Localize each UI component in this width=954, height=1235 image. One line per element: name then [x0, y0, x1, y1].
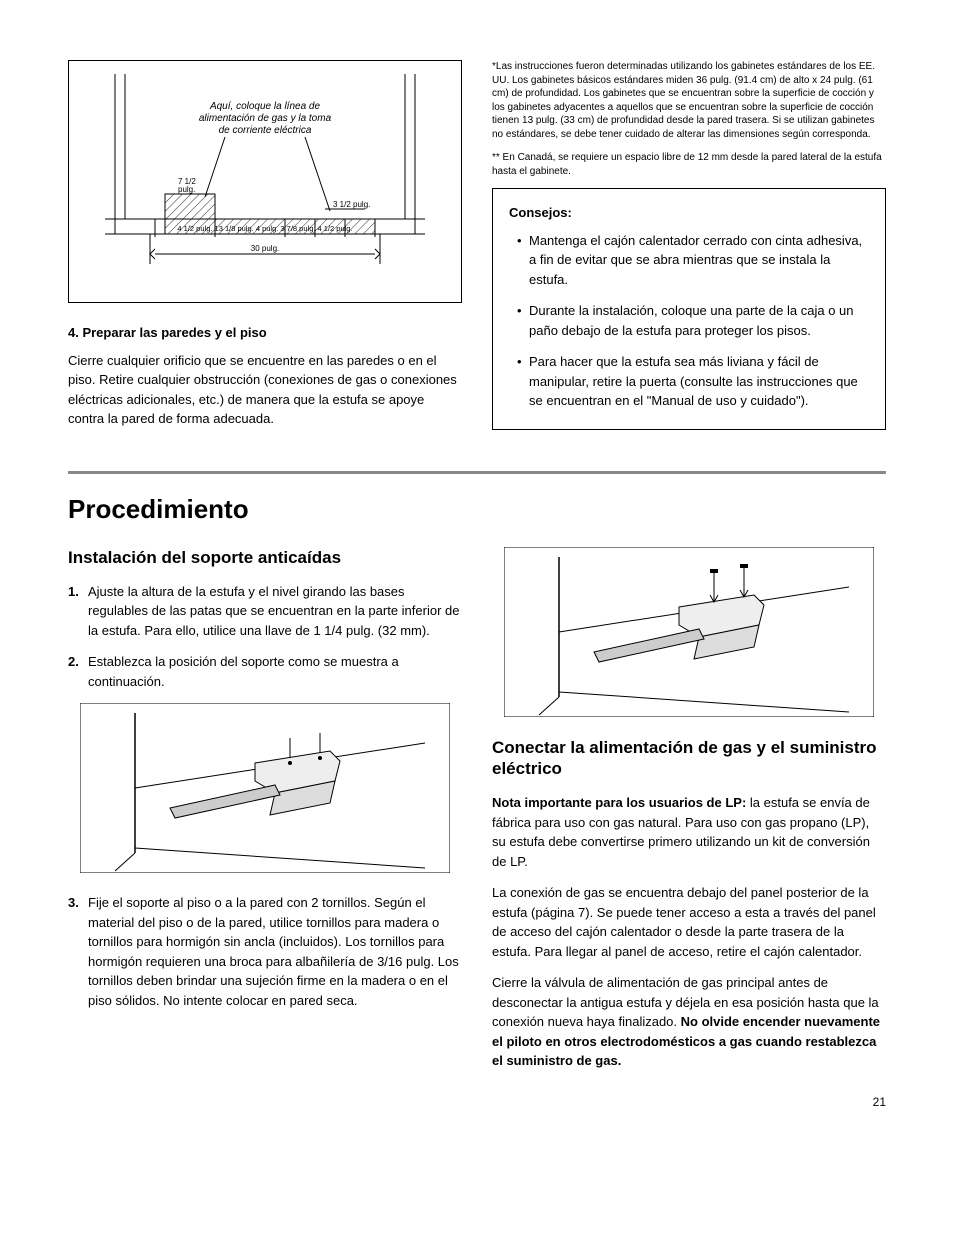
h2-anti-tip: Instalación del soporte anticaídas	[68, 547, 462, 568]
svg-text:3 1/2 pulg.: 3 1/2 pulg.	[333, 200, 370, 209]
step4-body: Cierre cualquier orificio que se encuent…	[68, 351, 462, 429]
page-number: 21	[68, 1093, 886, 1111]
step4-title: 4. Preparar las paredes y el piso	[68, 323, 462, 343]
diagram-caption-2: alimentación de gas y la toma	[199, 113, 332, 124]
lower-section: Instalación del soporte anticaídas 1. Aj…	[68, 547, 886, 1083]
step-num: 2.	[68, 652, 88, 691]
steps-list-cont: 3. Fije el soporte al piso o a la pared …	[68, 893, 462, 1010]
step-text: Ajuste la altura de la estufa y el nivel…	[88, 582, 462, 641]
diagram-caption-1: Aquí, coloque la línea de	[209, 101, 321, 112]
bracket-diagram-left	[68, 703, 462, 873]
bracket-svg-1	[80, 703, 450, 873]
tip-item: Mantenga el cajón calentador cerrado con…	[517, 231, 869, 290]
svg-text:pulg.: pulg.	[178, 185, 195, 194]
diagram-gas-electric: Aquí, coloque la línea de alimentación d…	[68, 60, 462, 303]
tip-item: Para hacer que la estufa sea más liviana…	[517, 352, 869, 411]
step-num: 3.	[68, 893, 88, 1010]
lower-right-col: Conectar la alimentación de gas y el sum…	[492, 547, 886, 1083]
tip-item: Durante la instalación, coloque una part…	[517, 301, 869, 340]
h2-gas-electric: Conectar la alimentación de gas y el sum…	[492, 737, 886, 780]
svg-text:4 1/2 pulg. 13 1/8 pulg. 4 p: 4 1/2 pulg. 13 1/8 pulg. 4 pulg. 3 7/8 p…	[177, 224, 352, 233]
tips-list: Mantenga el cajón calentador cerrado con…	[509, 231, 869, 411]
bracket-diagram-right	[492, 547, 886, 717]
lp-bold: Nota importante para los usuarios de LP:	[492, 795, 750, 810]
p-gas-location: La conexión de gas se encuentra debajo d…	[492, 883, 886, 961]
p-lp-note: Nota importante para los usuarios de LP:…	[492, 793, 886, 871]
step-item: 2. Establezca la posición del soporte co…	[68, 652, 462, 691]
lower-left-col: Instalación del soporte anticaídas 1. Aj…	[68, 547, 462, 1083]
gas-outlet-diagram: Aquí, coloque la línea de alimentación d…	[95, 69, 435, 294]
step-item: 1. Ajuste la altura de la estufa y el ni…	[68, 582, 462, 641]
svg-text:30 pulg.: 30 pulg.	[251, 244, 279, 253]
section-divider	[68, 471, 886, 474]
upper-section: Aquí, coloque la línea de alimentación d…	[68, 60, 886, 441]
h1-procedimiento: Procedimiento	[68, 490, 886, 529]
step-text: Fije el soporte al piso o a la pared con…	[88, 893, 462, 1010]
step-text: Establezca la posición del soporte como …	[88, 652, 462, 691]
upper-left-col: Aquí, coloque la línea de alimentación d…	[68, 60, 462, 441]
bracket-svg-2	[504, 547, 874, 717]
step-item: 3. Fije el soporte al piso o a la pared …	[68, 893, 462, 1010]
tips-box: Consejos: Mantenga el cajón calentador c…	[492, 188, 886, 430]
upper-right-col: *Las instrucciones fueron determinadas u…	[492, 60, 886, 441]
footnote-2: ** En Canadá, se requiere un espacio lib…	[492, 151, 886, 178]
tips-label: Consejos:	[509, 203, 869, 223]
diagram-caption-3: de corriente eléctrica	[219, 125, 312, 136]
p-shutoff: Cierre la válvula de alimentación de gas…	[492, 973, 886, 1071]
step-num: 1.	[68, 582, 88, 641]
steps-list: 1. Ajuste la altura de la estufa y el ni…	[68, 582, 462, 692]
footnote-1: *Las instrucciones fueron determinadas u…	[492, 60, 886, 141]
